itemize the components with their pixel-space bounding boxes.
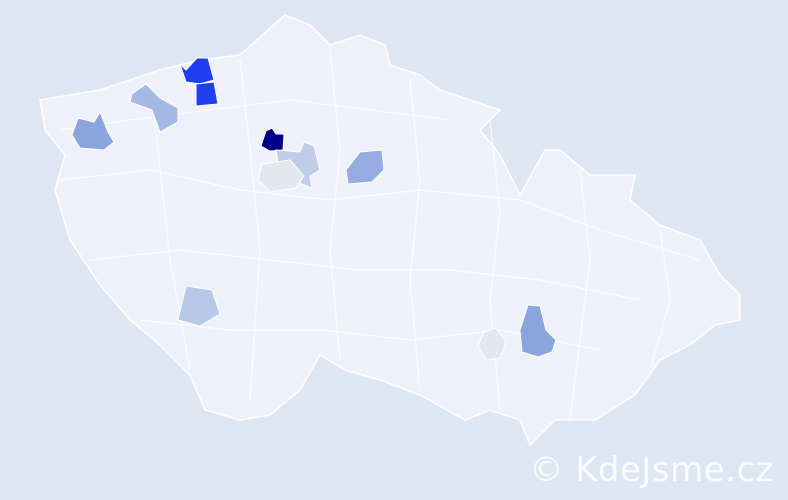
region-highlight[interactable]: [260, 127, 285, 152]
region-highlight[interactable]: [519, 304, 557, 358]
region-highlight[interactable]: [345, 149, 385, 185]
region-highlight[interactable]: [177, 285, 221, 327]
region-highlight[interactable]: [179, 57, 215, 85]
district-borders: [59, 49, 701, 421]
region-highlight[interactable]: [195, 81, 219, 107]
region-highlight[interactable]: [257, 159, 305, 193]
region-highlight[interactable]: [71, 110, 115, 151]
region-highlight[interactable]: [129, 83, 179, 133]
watermark: © KdeJsme.cz: [529, 450, 774, 490]
country-outline: [39, 14, 741, 447]
region-highlight[interactable]: [477, 327, 507, 361]
